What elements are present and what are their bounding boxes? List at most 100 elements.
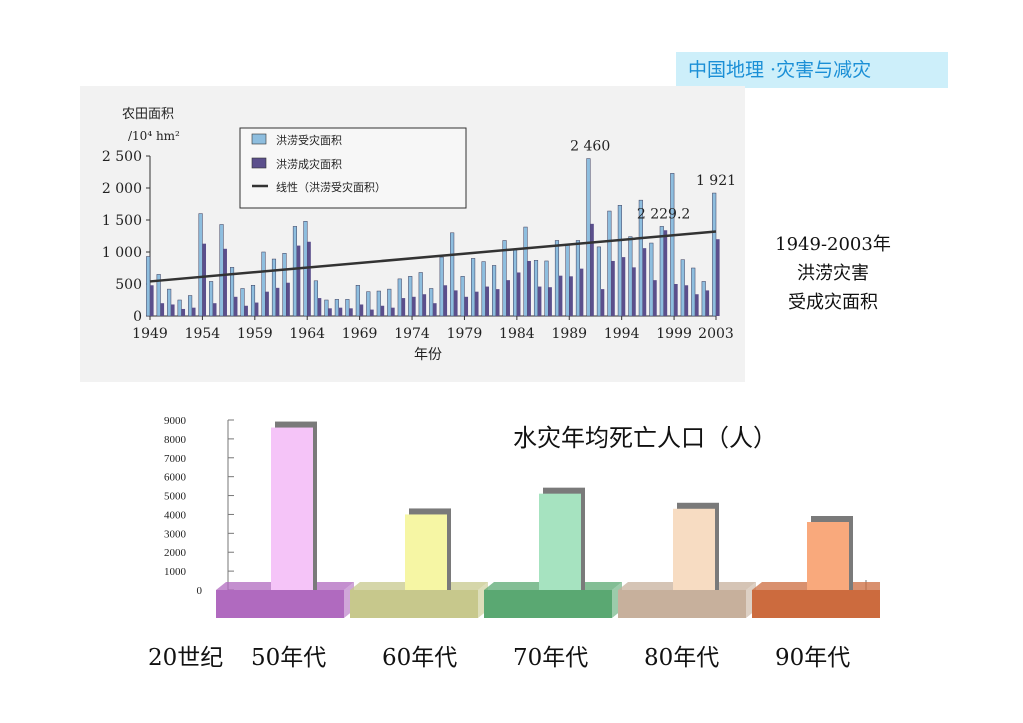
bar-damaged-area: [202, 243, 207, 316]
y-tick-label: 6000: [164, 472, 187, 484]
bar-affected-area: [261, 251, 266, 317]
bar-affected-area: [659, 226, 664, 317]
bar-damaged-area: [391, 307, 395, 316]
slab-front: [752, 590, 880, 618]
category-label: 90年代: [775, 645, 851, 671]
bar-affected-area: [617, 205, 622, 317]
y-tick-label: 2 000: [102, 181, 142, 197]
bar-damaged-area: [548, 287, 552, 316]
bar-damaged-area: [653, 280, 657, 316]
bar-affected-area: [481, 261, 486, 317]
bar-damaged-area: [370, 309, 374, 316]
bar-affected-area: [544, 260, 549, 317]
bar-affected-area: [596, 246, 601, 317]
bar-affected-area: [533, 260, 539, 317]
bar-affected-area: [701, 281, 706, 317]
bar-affected-area: [146, 256, 151, 317]
bar-affected-area: [334, 299, 339, 317]
bar-damaged-area: [506, 280, 510, 316]
bar-affected-area: [607, 210, 612, 317]
category-label: 60年代: [382, 645, 458, 671]
chart-title: 水灾年均死亡人口（人）: [513, 424, 777, 452]
bar-damaged-area: [600, 289, 605, 316]
bar-affected-area: [219, 224, 224, 317]
y-tick-label: 1000: [164, 566, 187, 578]
bar-affected-area: [156, 274, 161, 317]
legend-label: 线性（洪涝受灾面积）: [276, 180, 386, 194]
bar-affected-area: [282, 253, 287, 317]
bar-damaged-area: [244, 305, 248, 316]
bar: [807, 522, 849, 590]
legend-label: 洪涝成灾面积: [276, 157, 342, 171]
bar-affected-area: [387, 288, 392, 317]
y-tick-label: 3000: [164, 528, 187, 540]
bar-affected-area: [691, 267, 696, 317]
axis-prefix-label: 20世纪: [148, 645, 224, 671]
bar-affected-area: [429, 288, 434, 317]
bar-damaged-area: [611, 260, 615, 316]
bar-affected-area: [355, 285, 360, 317]
bar-affected-area: [366, 291, 371, 317]
legend-box: [239, 127, 467, 209]
data-annotation: 1 921: [696, 173, 736, 189]
bar-affected-area: [345, 299, 350, 317]
data-annotation: 2 229.2: [637, 206, 690, 222]
bar-damaged-area: [359, 304, 364, 316]
x-tick-label: 1959: [237, 326, 273, 342]
flood-area-chart: 农田面积/10⁴ hm² 0 500 1 000 1 500 2 000 2 500 1949…: [80, 86, 745, 382]
y-tick-label: 2 500: [102, 149, 142, 165]
bar-damaged-area: [181, 308, 186, 316]
bar-damaged-area: [317, 298, 322, 316]
bar-affected-area: [523, 226, 528, 317]
bar-damaged-area: [590, 223, 594, 316]
x-tick-label: 1999: [656, 326, 692, 342]
bar-affected-area: [376, 290, 381, 317]
x-tick-label: 1969: [342, 326, 378, 342]
y-tick-label: 2000: [164, 547, 187, 559]
bar-affected-area: [250, 285, 256, 317]
bar-affected-area: [670, 173, 675, 317]
x-tick-label: 1979: [447, 326, 483, 342]
side-note: 1949-2003年 洪涝灾害 受成灾面积: [748, 230, 918, 317]
legend-swatch-damaged: [251, 157, 267, 169]
bar-damaged-area: [422, 294, 427, 316]
bar-affected-area: [292, 226, 297, 317]
y-axis-label: 农田面积: [122, 107, 174, 122]
bar-affected-area: [649, 242, 654, 317]
bar-damaged-area: [453, 290, 458, 316]
bar-affected-area: [513, 249, 518, 317]
category-label: 50年代: [251, 645, 327, 671]
bar-damaged-area: [485, 286, 490, 316]
bar-damaged-area: [464, 296, 469, 316]
y-tick-label: 1 000: [102, 245, 142, 261]
y-tick-label: 0: [133, 309, 142, 325]
bar-damaged-area: [495, 289, 500, 316]
x-tick-label: 1984: [499, 326, 535, 342]
y-tick-label: 7000: [164, 453, 187, 465]
bar-damaged-area: [223, 248, 227, 316]
bar-affected-area: [450, 232, 455, 317]
bar-damaged-area: [569, 276, 573, 316]
x-tick-label: 2003: [698, 326, 734, 342]
bar-affected-area: [680, 259, 685, 317]
bar-damaged-area: [380, 305, 385, 316]
x-tick-label: 1989: [551, 326, 587, 342]
x-tick-label: 1954: [185, 326, 221, 342]
slab-front: [618, 590, 746, 618]
bar-affected-area: [397, 278, 402, 317]
y-tick-label: 500: [115, 277, 142, 293]
bar-damaged-area: [328, 308, 332, 316]
y-tick-label: 0: [197, 585, 203, 597]
bar-damaged-area: [296, 245, 301, 316]
y-tick-label: 4000: [164, 509, 187, 521]
bar-affected-area: [712, 192, 717, 317]
bar-damaged-area: [695, 294, 699, 316]
bar-damaged-area: [537, 286, 542, 316]
bar-affected-area: [628, 236, 633, 317]
y-tick-label: 5000: [164, 491, 187, 503]
bar-damaged-area: [265, 291, 269, 316]
bar: [673, 508, 715, 590]
bar-damaged-area: [433, 303, 437, 316]
bar-damaged-area: [716, 239, 720, 316]
